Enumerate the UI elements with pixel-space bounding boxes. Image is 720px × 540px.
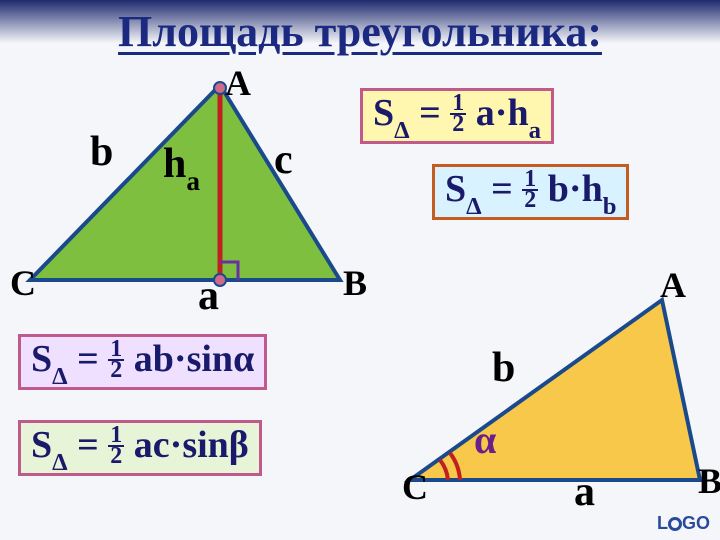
side-b-2: b — [492, 344, 515, 392]
vertex-C-2: C — [402, 466, 428, 508]
side-a-2: a — [574, 468, 595, 516]
alpha-label: α — [474, 416, 496, 463]
triangle2 — [410, 300, 700, 480]
vertex-A-2: A — [660, 264, 686, 306]
logo: LGO — [657, 513, 710, 534]
vertex-B-2: B — [698, 460, 720, 502]
slide: Площадь треугольника: A B C b c a ha SΔ … — [0, 0, 720, 540]
triangle2-svg — [0, 0, 720, 540]
